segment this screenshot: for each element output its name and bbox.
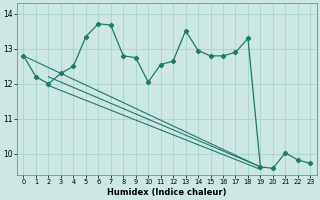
X-axis label: Humidex (Indice chaleur): Humidex (Indice chaleur) xyxy=(107,188,227,197)
